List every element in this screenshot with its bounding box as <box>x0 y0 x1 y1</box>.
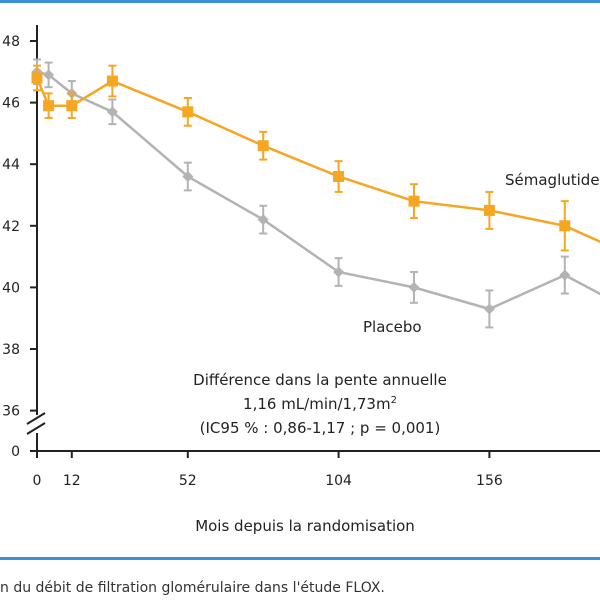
series-line-placebo <box>36 70 600 311</box>
annotation-line-3: (IC95 % : 0,86-1,17 ; p = 0,001) <box>200 419 441 437</box>
point-semaglutide-2 <box>66 100 78 112</box>
series-label-placebo: Placebo <box>363 318 422 336</box>
annotation: Différence dans la pente annuelle 1,16 m… <box>193 371 447 437</box>
point-semaglutide-4 <box>182 106 194 118</box>
x-tick-label-12: 12 <box>63 473 81 489</box>
y-tick-label-48: 48 <box>2 34 20 50</box>
point-semaglutide-8 <box>483 204 495 216</box>
point-placebo-5 <box>257 214 269 226</box>
y-tick-label-44: 44 <box>2 157 20 173</box>
x-axis-title: Mois depuis la randomisation <box>195 517 415 535</box>
x-tick-label-52: 52 <box>179 473 197 489</box>
point-semaglutide-7 <box>408 195 420 207</box>
y-tick-label-42: 42 <box>2 219 20 235</box>
x-tick-label-0: 0 <box>33 473 42 489</box>
annotation-line-2: 1,16 mL/min/1,73m2 <box>243 395 397 413</box>
top-rule <box>0 0 600 3</box>
series-semaglutide <box>31 64 600 252</box>
x-tick-label-156: 156 <box>476 473 503 489</box>
y-tick-label-40: 40 <box>2 280 20 296</box>
point-placebo-1 <box>43 69 55 81</box>
figure-caption: n du débit de filtration glomérulaire da… <box>0 580 385 596</box>
annotation-line-1: Différence dans la pente annuelle <box>193 371 447 389</box>
point-placebo-4 <box>182 171 194 183</box>
point-semaglutide-9 <box>559 220 571 232</box>
point-semaglutide-1 <box>43 100 55 112</box>
point-semaglutide-3 <box>106 75 118 87</box>
point-placebo-8 <box>483 303 495 315</box>
x-ticks: 01252104156208 <box>33 451 503 489</box>
annotation-line-2-sup: 2 <box>391 395 397 406</box>
y-ticks: 36 38 40 42 44 46 48 <box>2 34 37 420</box>
axis-break-mark-2 <box>26 422 46 435</box>
point-placebo-3 <box>106 106 118 118</box>
y-tick-label-36: 36 <box>2 404 20 420</box>
x-tick-label-104: 104 <box>325 473 352 489</box>
bottom-rule <box>0 557 600 560</box>
point-placebo-7 <box>408 281 420 293</box>
annotation-line-2-main: 1,16 mL/min/1,73m <box>243 395 391 413</box>
series-line-semaglutide <box>35 77 600 243</box>
point-placebo-6 <box>333 266 345 278</box>
point-semaglutide-6 <box>333 171 345 183</box>
point-semaglutide-5 <box>257 140 269 152</box>
y-tick-label-0: 0 <box>11 444 20 460</box>
point-placebo-9 <box>559 269 571 281</box>
point-semaglutide-0 <box>31 72 43 84</box>
y-tick-label-46: 46 <box>2 96 20 112</box>
axis-break-mark-1 <box>26 412 46 425</box>
series-label-semaglutide: Sémaglutide <box>505 171 600 189</box>
y-tick-label-38: 38 <box>2 342 20 358</box>
series-placebo <box>31 58 600 329</box>
series-layer <box>31 58 600 329</box>
